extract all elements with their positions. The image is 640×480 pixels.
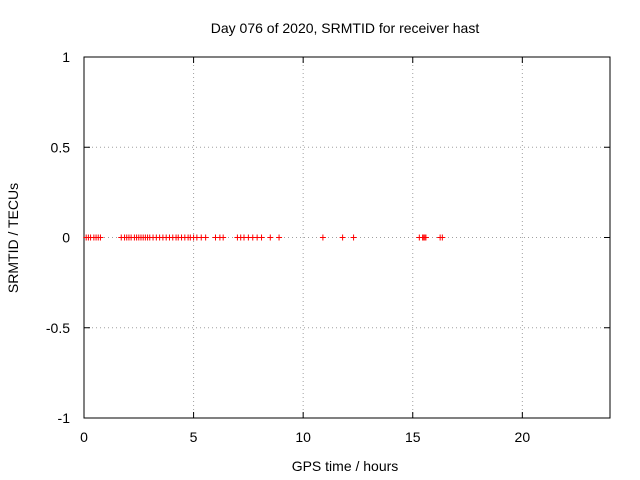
- data-point: [220, 234, 227, 241]
- x-tick-label: 5: [190, 429, 198, 445]
- data-point: [439, 234, 446, 241]
- data-point: [267, 234, 274, 241]
- data-point: [339, 234, 346, 241]
- x-tick-label: 0: [80, 429, 88, 445]
- x-tick-label: 15: [405, 429, 421, 445]
- data-point: [97, 234, 104, 241]
- y-tick-label: 0: [62, 230, 70, 246]
- y-tick-label: -0.5: [46, 320, 70, 336]
- data-point: [422, 234, 429, 241]
- data-points: [83, 234, 446, 241]
- chart-title: Day 076 of 2020, SRMTID for receiver has…: [211, 20, 480, 36]
- data-point: [350, 234, 357, 241]
- x-tick-label: 20: [515, 429, 531, 445]
- data-point: [319, 234, 326, 241]
- y-tick-label: -1: [58, 410, 71, 426]
- data-point: [258, 234, 265, 241]
- axis-ticks: 0 5 10 15 20 -1 -0.5 0 0.5 1: [46, 49, 610, 445]
- x-tick-label: 10: [295, 429, 311, 445]
- data-point: [202, 234, 209, 241]
- y-tick-label: 1: [62, 49, 70, 65]
- y-axis-label: SRMTID / TECUs: [5, 183, 21, 293]
- data-point: [276, 234, 283, 241]
- x-axis-label: GPS time / hours: [292, 458, 399, 474]
- y-tick-label: 0.5: [51, 139, 71, 155]
